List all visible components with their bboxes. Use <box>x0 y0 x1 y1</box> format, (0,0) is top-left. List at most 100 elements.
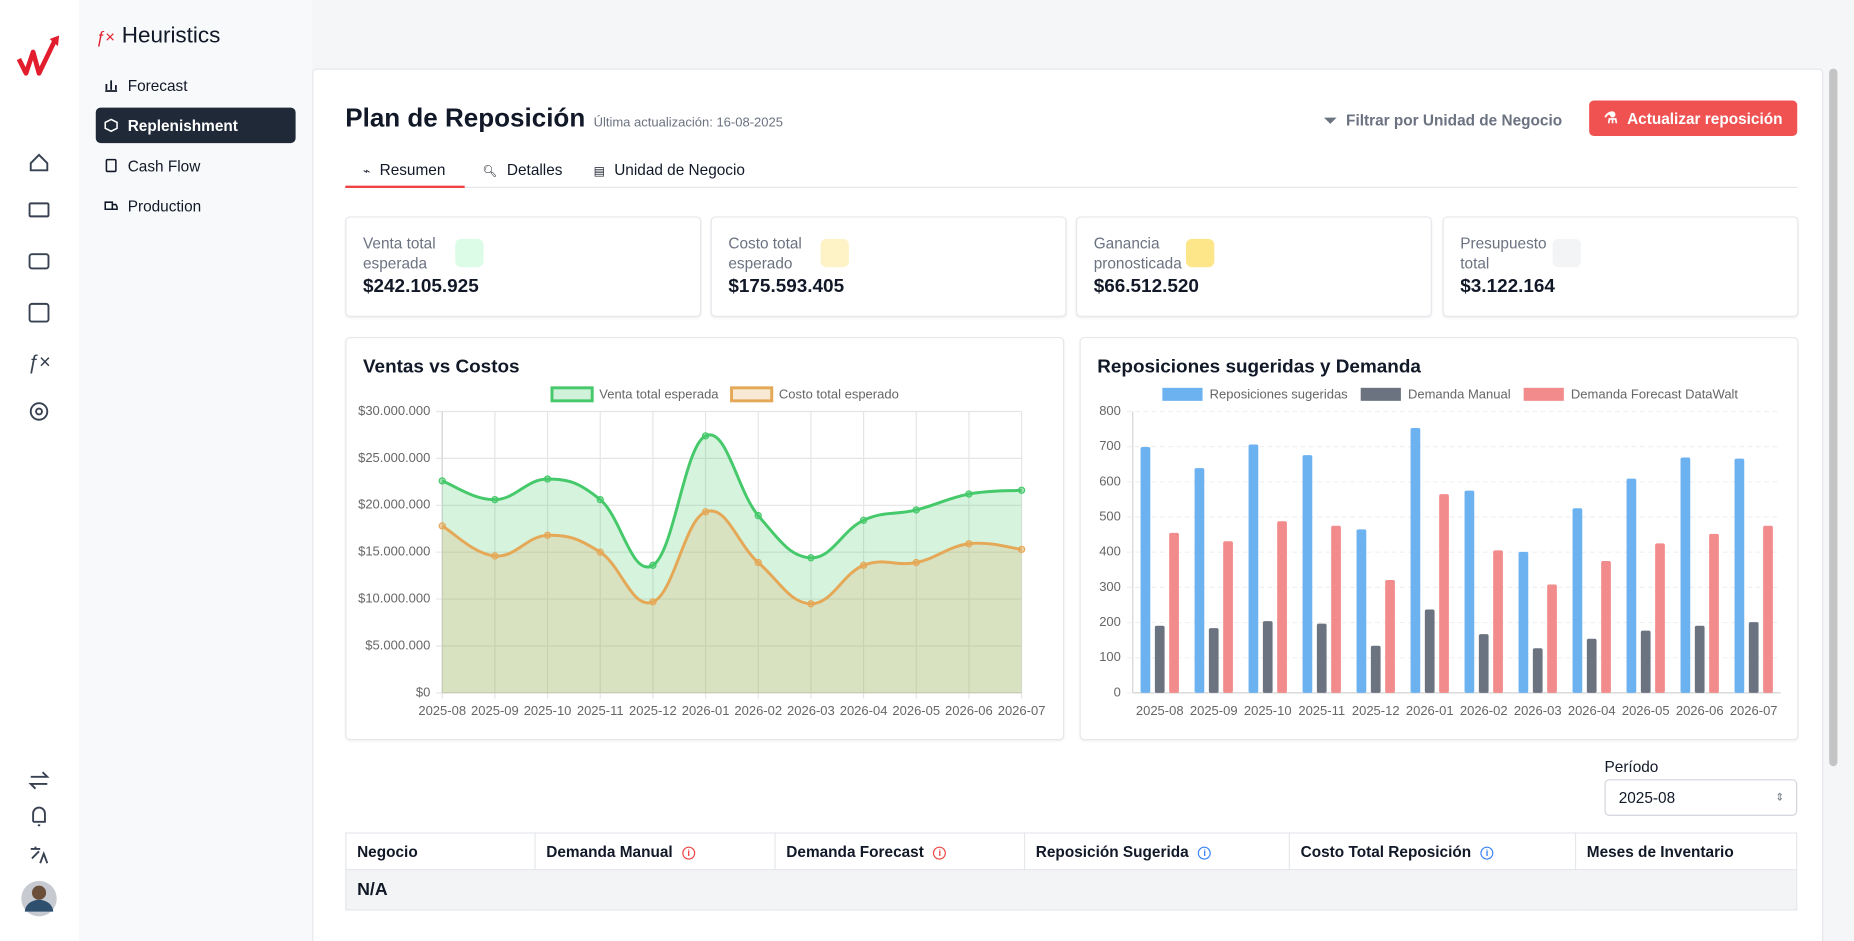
legend-swatch <box>1361 388 1401 401</box>
legend-label: Reposiciones sugeridas <box>1210 386 1349 401</box>
legend-item: Venta total esperada <box>552 386 719 401</box>
bar <box>1655 543 1665 692</box>
column-header: Negocio <box>346 833 535 870</box>
chart-panel: Reposiciones sugeridas y DemandaReposici… <box>1080 337 1799 740</box>
period-label: Período <box>1605 758 1659 776</box>
kpi-card: Ganancia pronosticada$66.512.520 <box>1076 216 1432 317</box>
legend-label: Demanda Manual <box>1408 386 1511 401</box>
data-point <box>702 509 708 515</box>
tab-label: Unidad de Negocio <box>614 161 745 179</box>
formula-icon: ƒ× <box>96 27 115 46</box>
nav-label: Forecast <box>128 76 188 94</box>
language-icon[interactable] <box>31 847 48 864</box>
x-tick-label: 2026-06 <box>945 703 993 718</box>
chart-title: Ventas vs Costos <box>363 357 520 378</box>
x-tick-label: 2026-04 <box>1568 703 1616 718</box>
tab[interactable]: 🔍︎Detalles <box>482 161 562 179</box>
nav-item[interactable]: Production <box>96 188 296 223</box>
filter-button[interactable]: ⏷Filtrar por Unidad de Negocio <box>1324 111 1562 130</box>
info-icon[interactable]: i <box>933 846 946 859</box>
bar <box>1493 550 1503 692</box>
home-icon[interactable] <box>31 155 48 170</box>
page-title: Plan de Reposición <box>345 103 585 134</box>
settings-icon[interactable] <box>31 403 48 420</box>
info-icon[interactable]: i <box>1481 846 1494 859</box>
bar <box>1155 626 1165 693</box>
data-point <box>650 562 656 568</box>
period-select[interactable]: 2025-08⇕ <box>1605 779 1798 816</box>
replenishment-chart: Reposiciones sugeridas y DemandaReposici… <box>1081 338 1798 739</box>
nav-item[interactable]: Forecast <box>96 67 296 102</box>
column-header: Reposición Sugeridai <box>1025 833 1290 870</box>
bar <box>1695 626 1705 693</box>
logo[interactable] <box>19 41 54 73</box>
x-tick-label: 2026-02 <box>1460 703 1508 718</box>
data-point <box>1019 546 1025 552</box>
filter-icon: ⏷ <box>1324 111 1336 129</box>
sales-cost-chart: Ventas vs Costos Venta total esperada Cost… <box>346 338 1063 739</box>
column-title: Costo Total Reposición <box>1301 842 1472 860</box>
column-title: Demanda Forecast <box>786 842 924 860</box>
bar <box>1411 428 1421 693</box>
tab[interactable]: ▤Unidad de Negocio <box>594 161 745 179</box>
y-tick-label: 0 <box>1114 684 1121 699</box>
y-tick-label: 400 <box>1099 544 1121 559</box>
y-tick-label: 100 <box>1099 649 1121 664</box>
nav-item[interactable]: Cash Flow <box>96 148 296 183</box>
bar <box>1317 624 1327 693</box>
info-icon[interactable]: i <box>1198 846 1211 859</box>
legend-item: Costo total esperado <box>732 386 899 401</box>
calendar-icon[interactable] <box>30 304 49 322</box>
update-label: Actualizar reposición <box>1627 109 1782 127</box>
kpi-icon <box>1186 239 1214 267</box>
legend-swatch <box>1162 388 1202 401</box>
nav-icon <box>104 199 118 213</box>
x-tick-label: 2026-02 <box>734 703 782 718</box>
bar <box>1547 585 1557 693</box>
tab-active[interactable]: ⌁Resumen <box>363 161 445 179</box>
data-point <box>492 497 498 503</box>
bar <box>1439 494 1449 693</box>
legend-label: Demanda Forecast DataWalt <box>1571 386 1739 401</box>
y-tick-label: $25.000.000 <box>358 450 430 465</box>
nav-label: Cash Flow <box>128 157 201 175</box>
main-panel: Plan de Reposición Última actualización:… <box>312 69 1823 941</box>
data-point <box>861 517 867 523</box>
x-tick-label: 2025-11 <box>577 703 624 718</box>
bar <box>1357 529 1367 693</box>
x-tick-label: 2026-03 <box>787 703 835 718</box>
bar <box>1641 631 1651 693</box>
bell-icon[interactable] <box>33 808 45 826</box>
bar <box>1479 634 1489 693</box>
nav-label: Replenishment <box>128 116 238 134</box>
column-title: Demanda Manual <box>546 842 672 860</box>
legend-item: Demanda Forecast DataWalt <box>1524 386 1739 401</box>
column-header: Meses de Inventario <box>1576 833 1797 870</box>
data-point <box>544 476 550 482</box>
period-value: 2025-08 <box>1619 789 1675 807</box>
kpi-card: Costo total esperado$175.593.405 <box>711 216 1067 317</box>
y-tick-label: $0 <box>416 684 430 699</box>
data-point <box>913 559 919 565</box>
switch-icon[interactable] <box>31 772 48 789</box>
legend-swatch <box>552 388 592 401</box>
bar <box>1749 622 1759 693</box>
nav-item-active[interactable]: Replenishment <box>96 108 296 143</box>
nav-label: Production <box>128 197 201 215</box>
update-button[interactable]: ⚗Actualizar reposición <box>1589 101 1797 136</box>
x-tick-label: 2026-05 <box>1622 703 1670 718</box>
monitor-icon[interactable] <box>30 203 49 216</box>
y-tick-label: $30.000.000 <box>358 403 430 418</box>
info-icon[interactable]: i <box>682 846 695 859</box>
ticket-icon[interactable] <box>30 254 49 268</box>
nav-icon <box>104 78 118 92</box>
kpi-value: $242.105.925 <box>363 277 479 298</box>
y-tick-label: $10.000.000 <box>358 591 430 606</box>
legend-swatch <box>1524 388 1564 401</box>
bar <box>1371 646 1381 693</box>
formula-icon[interactable]: ƒ× <box>28 351 51 373</box>
scrollbar[interactable] <box>1829 69 1837 767</box>
y-tick-label: 300 <box>1099 579 1121 594</box>
